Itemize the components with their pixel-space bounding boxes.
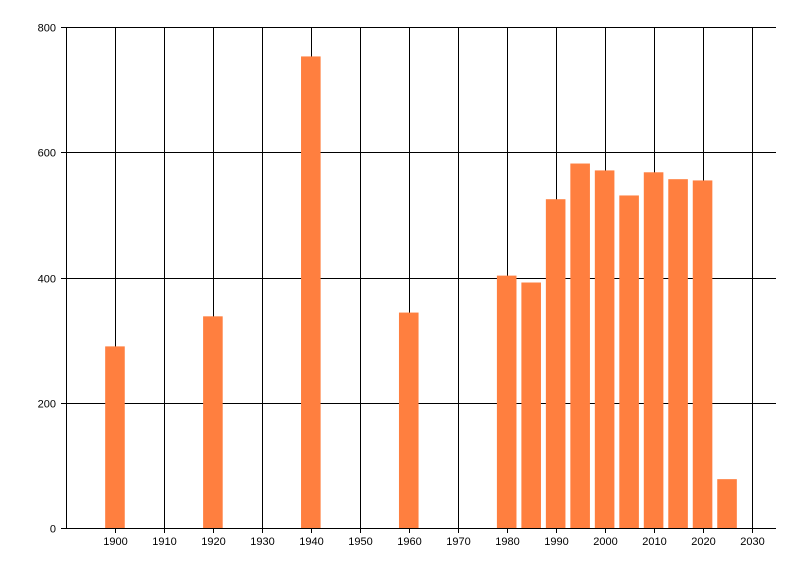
x-tick-label: 1970 — [446, 536, 470, 548]
bar-2020 — [692, 180, 713, 528]
x-tick-label: 1990 — [544, 536, 568, 548]
x-tick-label: 2030 — [740, 536, 764, 548]
y-axis-ticks: 0 200 400 600 800 — [38, 23, 66, 536]
bar-2025 — [717, 479, 737, 528]
x-tick-label: 1950 — [348, 536, 372, 548]
bar-1990 — [545, 199, 566, 528]
y-tick-label: 200 — [38, 399, 56, 411]
bar-1980 — [496, 275, 517, 528]
x-tick-label: 1940 — [299, 536, 323, 548]
bar-1985 — [521, 282, 541, 528]
bar-2005 — [619, 195, 639, 528]
x-tick-label: 1900 — [103, 536, 127, 548]
x-tick-label: 1910 — [152, 536, 176, 548]
axes — [66, 27, 776, 529]
y-tick-label: 800 — [38, 23, 56, 35]
x-tick-label: 2010 — [642, 536, 666, 548]
x-tick-label: 2000 — [593, 536, 617, 548]
bar-2010 — [643, 172, 664, 529]
y-tick-label: 600 — [38, 148, 56, 160]
bar-2000 — [594, 170, 615, 528]
bar-2015 — [668, 179, 688, 528]
y-tick-label: 0 — [50, 524, 56, 536]
x-axis-ticks: 1900 1910 1920 1930 1940 1950 1960 1970 1980 1990… — [103, 528, 765, 548]
x-tick-label: 2020 — [691, 536, 715, 548]
x-tick-label: 1980 — [495, 536, 519, 548]
bar-1995 — [570, 163, 590, 528]
bar-1900 — [105, 346, 125, 528]
bar-1960 — [398, 312, 419, 528]
bar-1940 — [301, 56, 321, 529]
x-tick-label: 1930 — [250, 536, 274, 548]
y-tick-label: 400 — [38, 274, 56, 286]
x-tick-label: 1960 — [397, 536, 421, 548]
bars — [105, 56, 737, 529]
bar-1920 — [203, 316, 223, 528]
x-tick-label: 1920 — [201, 536, 225, 548]
